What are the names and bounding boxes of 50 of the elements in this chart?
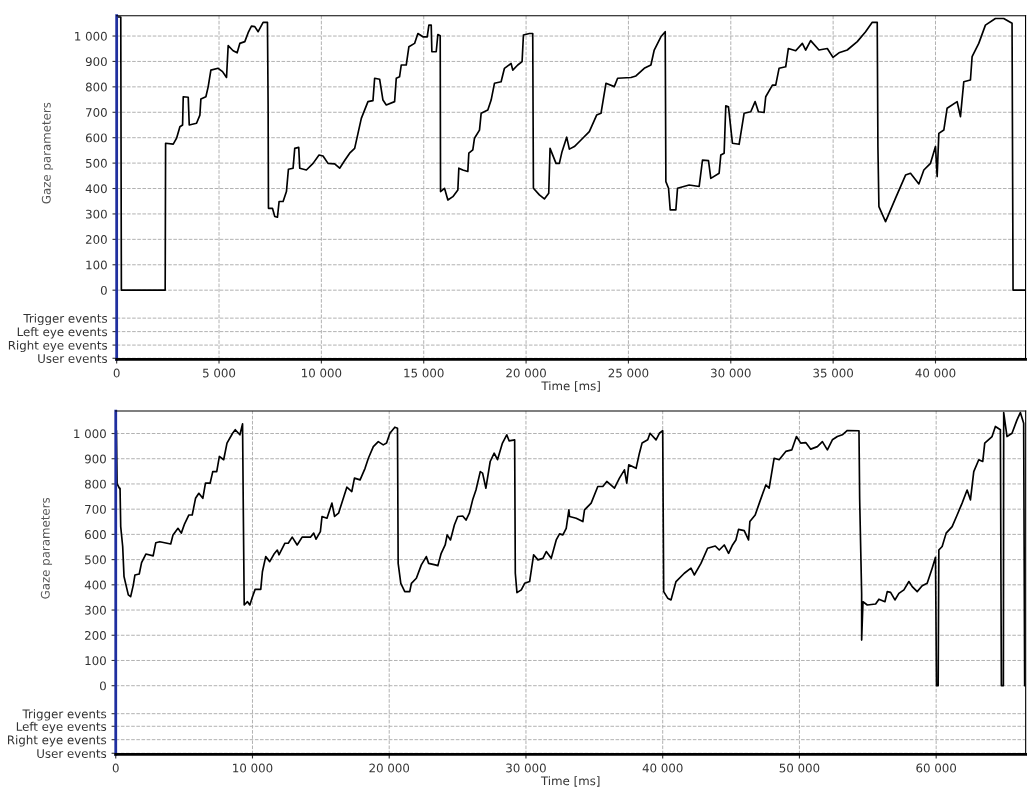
- y-tick-label: 900: [85, 57, 107, 67]
- x-tick-label: 30 000: [506, 763, 546, 773]
- x-axis-title: Time [ms]: [541, 381, 600, 392]
- y-tick-label: 800: [84, 479, 106, 489]
- y-tick-label: User events: [37, 749, 107, 758]
- y-tick-label: 100: [85, 656, 106, 666]
- y-tick-label: Trigger events: [22, 709, 107, 721]
- x-tick-label: 10 000: [233, 763, 273, 773]
- y-tick-label: Right eye events: [8, 340, 108, 353]
- x-tick-label: 0: [113, 368, 120, 378]
- y-axis-title: Gaze parameters: [41, 102, 54, 204]
- y-tick-label: Trigger events: [23, 313, 108, 326]
- y-tick-label: 0: [100, 285, 107, 295]
- x-tick-label: 25 000: [608, 368, 649, 378]
- y-tick-label: 800: [85, 82, 107, 92]
- x-tick-label: 40 000: [642, 763, 683, 773]
- y-tick-label: Left eye events: [16, 721, 107, 734]
- y-tick-label: 700: [86, 108, 107, 117]
- y-tick-label: 400: [84, 580, 106, 590]
- y-tick-label: 0: [99, 681, 106, 691]
- y-tick-label: 500: [86, 158, 107, 168]
- y-tick-label: 500: [85, 555, 106, 565]
- x-tick-label: 30 000: [711, 368, 751, 378]
- y-tick-label: 200: [85, 235, 107, 245]
- x-tick-label: 15 000: [404, 368, 444, 378]
- x-tick-label: 60 000: [916, 763, 957, 773]
- y-tick-label: 300: [86, 209, 107, 219]
- x-tick-label: 50 000: [779, 763, 820, 773]
- y-tick-label: 700: [85, 504, 106, 514]
- y-tick-label: 1 000: [75, 31, 107, 41]
- x-axis-title: Time [ms]: [540, 776, 600, 787]
- y-tick-label: Left eye events: [17, 327, 108, 339]
- y-tick-label: 300: [85, 605, 106, 615]
- y-tick-label: 200: [85, 630, 106, 640]
- y-tick-label: 900: [84, 454, 106, 464]
- x-tick-label: 20 000: [369, 763, 410, 773]
- y-tick-label: Right eye events: [7, 735, 107, 747]
- y-tick-label: 100: [86, 260, 107, 270]
- y-tick-label: 1 000: [74, 429, 106, 439]
- x-tick-label: 0: [112, 763, 119, 773]
- x-tick-label: 40 000: [915, 368, 956, 378]
- y-tick-label: 400: [85, 184, 107, 194]
- x-tick-label: 5 000: [203, 368, 236, 378]
- x-tick-label: 20 000: [506, 368, 546, 378]
- y-tick-label: 600: [85, 133, 107, 143]
- y-tick-label: 600: [85, 530, 106, 540]
- x-tick-label: 35 000: [813, 368, 854, 378]
- x-tick-label: 10 000: [302, 368, 342, 378]
- y-tick-label: User events: [38, 354, 108, 363]
- y-axis-title: Gaze parameters: [40, 497, 53, 599]
